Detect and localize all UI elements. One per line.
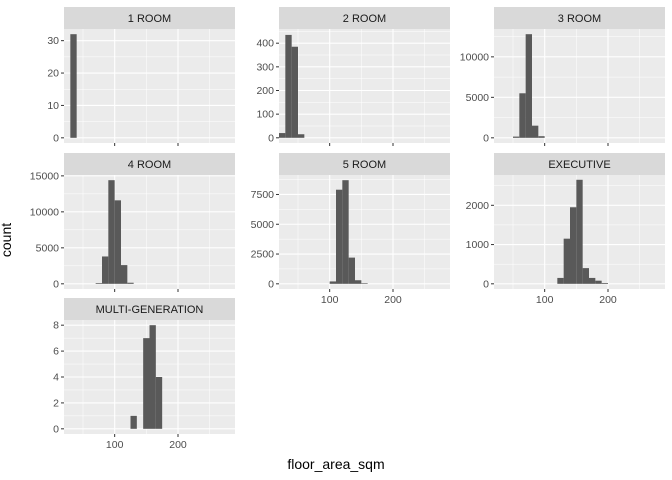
y-tick-label: 0 — [483, 132, 489, 144]
histogram-bar — [114, 200, 121, 284]
y-tick-label: 0 — [53, 278, 59, 290]
panel-background — [279, 175, 450, 289]
facet-strip — [279, 7, 450, 29]
panel-background — [64, 175, 235, 289]
x-tick-label: 200 — [599, 294, 617, 306]
facet-strip — [494, 153, 665, 175]
panel-background — [64, 29, 235, 143]
y-tick-label: 2000 — [466, 200, 490, 212]
y-tick-label: 10000 — [460, 51, 489, 63]
y-tick-label: 7500 — [251, 189, 275, 201]
histogram-bar — [291, 46, 298, 138]
facet-strip-label: 4 ROOM — [128, 159, 171, 171]
histogram-bar — [355, 280, 362, 284]
facet-strip — [64, 153, 235, 175]
histogram-bar — [285, 34, 292, 138]
histogram-bar — [532, 125, 539, 138]
histogram-bar — [601, 283, 608, 284]
facet-strip — [279, 153, 450, 175]
x-axis-title: floor_area_sqm — [287, 456, 385, 472]
histogram-bar — [102, 256, 109, 284]
histogram-bar — [155, 377, 163, 429]
x-tick-label: 100 — [536, 294, 554, 306]
histogram-bar — [279, 133, 286, 138]
histogram-bar — [563, 238, 570, 284]
y-axis-title: count — [0, 222, 14, 258]
y-tick-label: 5000 — [36, 242, 60, 254]
histogram-bar — [576, 179, 583, 284]
y-tick-label: 5000 — [466, 92, 490, 104]
histogram-bar — [130, 415, 137, 429]
y-tick-label: 0 — [53, 423, 59, 435]
facet-executive: EXECUTIVE 0 1000 2000 100 200 — [466, 153, 665, 306]
histogram-bar — [298, 134, 305, 138]
facet-strip-label: 3 ROOM — [558, 13, 601, 25]
y-tick-label: 30 — [47, 35, 59, 47]
histogram-bar — [595, 280, 602, 284]
y-tick-label: 0 — [483, 278, 489, 290]
x-tick-label: 200 — [169, 439, 187, 451]
facet-2-room: 2 ROOM 0 100 200 300 400 — [256, 7, 450, 146]
facet-1-room: 1 ROOM 0 10 20 30 — [47, 7, 235, 146]
histogram-bar — [342, 180, 349, 284]
histogram-bar — [336, 189, 343, 284]
y-tick-label: 100 — [256, 109, 274, 121]
y-tick-label: 5000 — [251, 219, 275, 231]
histogram-bar — [143, 338, 150, 429]
facet-strip — [494, 7, 665, 29]
panel-background — [279, 29, 450, 143]
y-tick-label: 4 — [53, 372, 59, 384]
histogram-bar — [127, 282, 134, 284]
facet-5-room: 5 ROOM 0 2500 5000 7500 100 200 — [251, 153, 450, 306]
x-tick-label: 100 — [321, 294, 339, 306]
histogram-bar — [525, 34, 532, 138]
histogram-bar — [513, 136, 520, 138]
y-tick-label: 8 — [53, 320, 59, 332]
y-tick-label: 2500 — [251, 249, 275, 261]
facet-4-room: 4 ROOM 0 5000 10000 15000 — [30, 153, 235, 292]
histogram-bar — [70, 34, 77, 138]
facet-strip-label: 5 ROOM — [343, 159, 386, 171]
y-tick-label: 6 — [53, 346, 59, 358]
y-tick-label: 10000 — [30, 206, 59, 218]
histogram-bar — [570, 207, 577, 284]
histogram-bar — [95, 283, 102, 284]
y-tick-label: 300 — [256, 61, 274, 73]
y-tick-label: 0 — [53, 132, 59, 144]
y-tick-label: 10 — [47, 100, 59, 112]
facet-strip-label: 2 ROOM — [343, 13, 386, 25]
histogram-bar — [538, 136, 545, 138]
y-tick-label: 0 — [268, 132, 274, 144]
y-tick-label: 1000 — [466, 239, 490, 251]
x-tick-label: 200 — [384, 294, 402, 306]
y-tick-label: 20 — [47, 68, 59, 80]
histogram-bar — [329, 281, 336, 284]
histogram-bar — [121, 265, 128, 284]
histogram-bar — [582, 268, 589, 284]
facet-strip-label: 1 ROOM — [128, 13, 171, 25]
histogram-bar — [557, 277, 564, 284]
y-tick-label: 400 — [256, 38, 274, 50]
histogram-bar — [348, 257, 355, 284]
histogram-bar — [589, 277, 596, 284]
y-tick-label: 0 — [268, 278, 274, 290]
x-tick-label: 100 — [106, 439, 124, 451]
histogram-bar — [361, 283, 368, 284]
facet-strip-label: EXECUTIVE — [548, 159, 610, 171]
facet-strip — [64, 7, 235, 29]
facet-strip — [64, 298, 235, 320]
histogram-bar — [108, 180, 115, 284]
y-tick-label: 200 — [256, 85, 274, 97]
y-tick-label: 15000 — [30, 170, 59, 182]
facet-multi-generation: MULTI-GENERATION 0 2 4 6 8 100 200 — [53, 298, 235, 451]
histogram-bar — [149, 325, 156, 429]
y-tick-label: 2 — [53, 397, 59, 409]
histogram-bar — [519, 93, 526, 138]
facet-3-room: 3 ROOM 0 5000 10000 — [460, 7, 665, 146]
facet-strip-label: MULTI-GENERATION — [96, 304, 204, 316]
